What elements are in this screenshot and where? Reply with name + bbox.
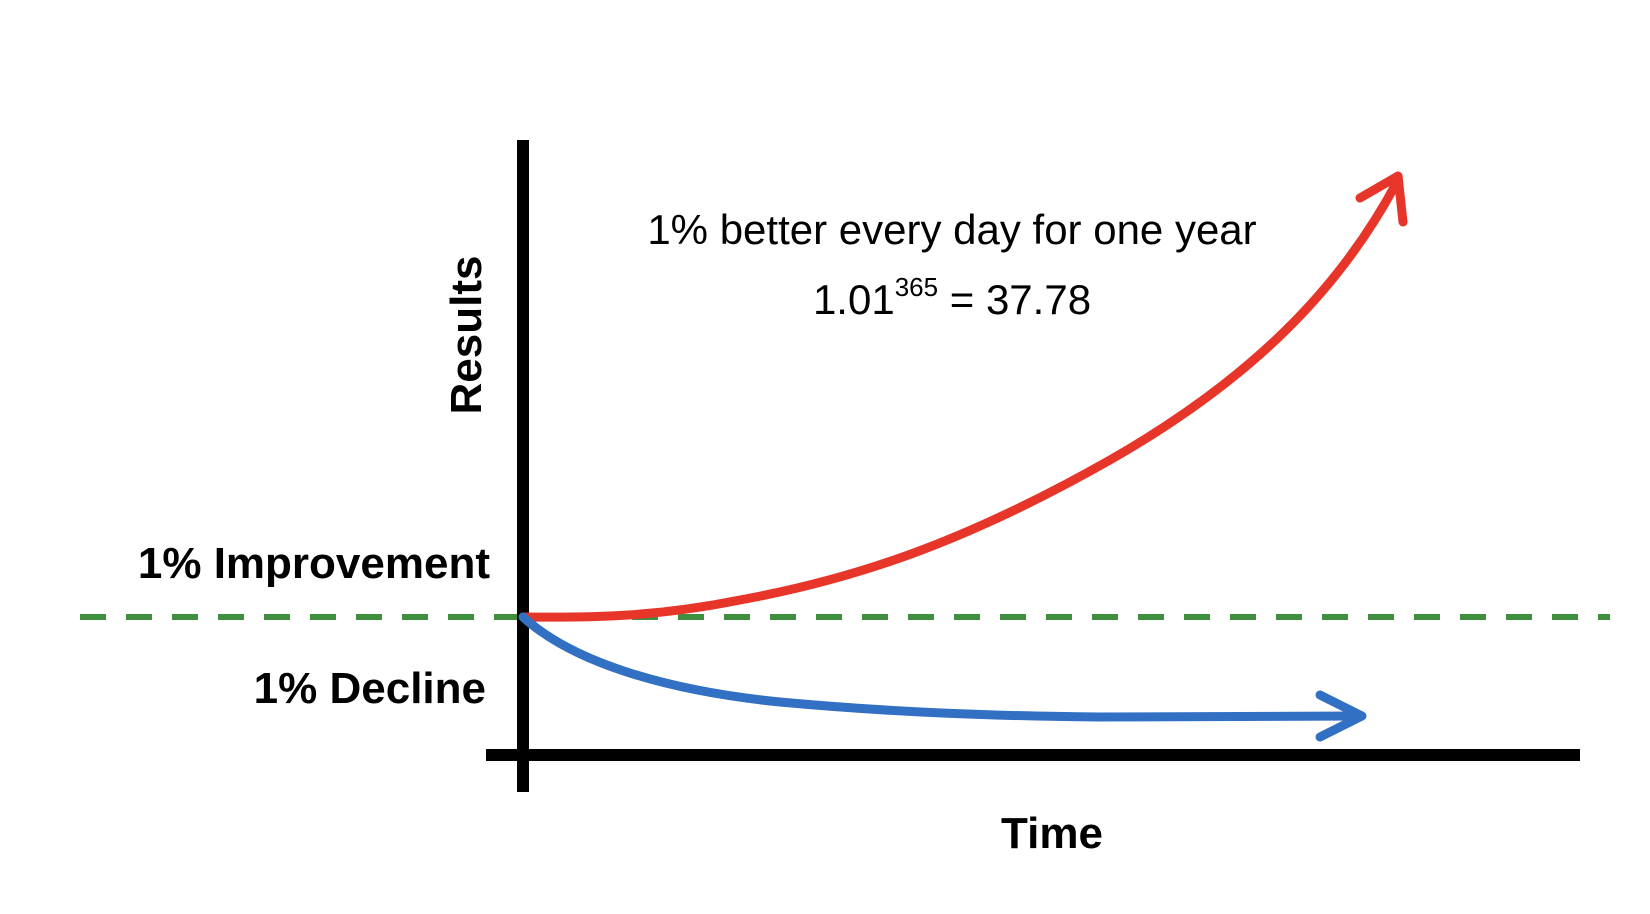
formula-result: = 37.78 [938,276,1091,323]
improvement-arrow-head [1355,171,1408,227]
decline-label: 1% Decline [254,664,486,713]
formula-exponent: 365 [895,272,938,302]
decline-arrow-head [1315,690,1367,742]
x-axis-label: Time [1001,809,1103,858]
formula-base: 1.01 [813,276,895,323]
formula-text: 1.01365 = 37.78 [813,272,1091,323]
improvement-label: 1% Improvement [138,539,490,588]
improvement-curve [518,175,1403,622]
decline-curve [518,612,1365,722]
annotation-text: 1% better every day for one year [647,206,1256,253]
y-axis-label: Results [442,256,491,415]
